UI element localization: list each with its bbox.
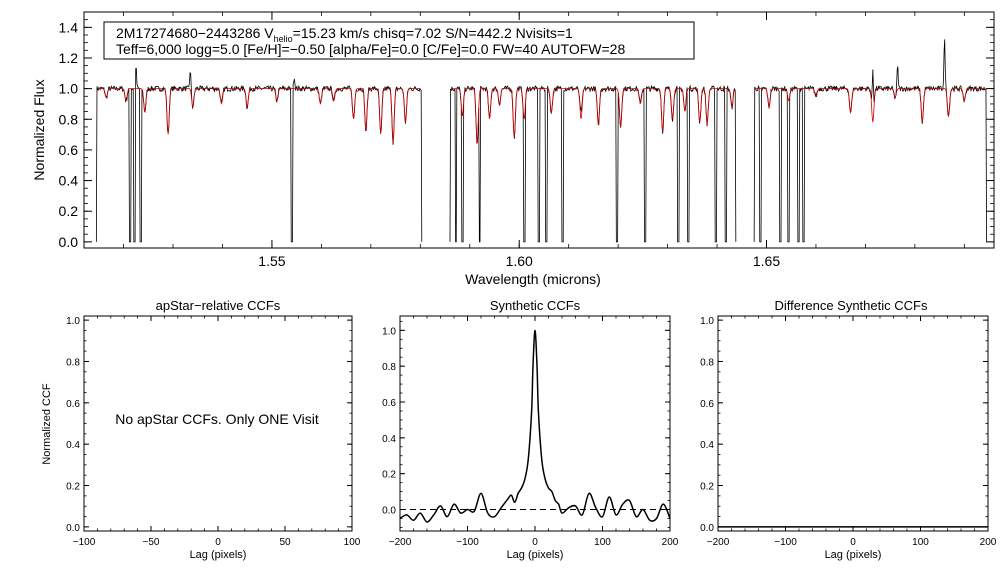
x-tick-label: 0 — [850, 537, 856, 548]
annotation-line-2: Teff=6,000 logg=5.0 [Fe/H]=−0.50 [alpha/… — [116, 41, 625, 57]
y-tick-label: 0.0 — [382, 506, 396, 517]
x-tick-label: −200 — [707, 537, 730, 548]
x-tick-label: −200 — [389, 537, 412, 548]
y-tick-label: 1.4 — [59, 19, 79, 35]
spectrum-frame — [83, 11, 995, 249]
synthetic-ccf-ticks: −200 −100 0 100 200 0.0 0.2 0.4 0.6 0.8 1.0 — [382, 316, 679, 548]
y-tick-label: 0.8 — [382, 362, 396, 373]
observed-spectrum-segment-1 — [449, 84, 737, 243]
synthetic-ccf-panel: −200 −100 0 100 200 0.0 0.2 0.4 0.6 0.8 1.0 Synthe… — [382, 298, 679, 561]
apstar-ccf-y-axis-label: Normalized CCF — [41, 383, 53, 465]
x-tick-label: 1.55 — [258, 253, 285, 269]
y-tick-label: 1.0 — [382, 326, 396, 337]
spectrum-ticks: 1.55 1.60 1.65 0.0 0.2 0.4 0.6 0.8 1.0 1.2 1.4 — [59, 11, 994, 269]
model-spectrum-segment-2 — [755, 88, 986, 123]
observed-spectrum-segment-0 — [95, 67, 423, 243]
y-tick-label: 0.2 — [66, 482, 80, 493]
y-tick-label: 0.4 — [700, 440, 714, 451]
x-tick-label: 100 — [344, 537, 361, 548]
y-tick-label: 1.0 — [66, 316, 80, 327]
x-tick-label: 0 — [215, 537, 221, 548]
y-tick-label: 0.6 — [59, 142, 79, 158]
spectrum-x-axis-label: Wavelength (microns) — [465, 271, 601, 287]
x-tick-label: −100 — [456, 537, 479, 548]
x-tick-label: −100 — [774, 537, 797, 548]
apstar-ccf-ticks: −100 −50 0 50 100 0.0 0.2 0.4 0.6 0.8 1.0 — [66, 316, 361, 548]
x-tick-label: 100 — [912, 537, 929, 548]
y-tick-label: 1.0 — [700, 316, 714, 327]
y-tick-label: 0.8 — [59, 111, 79, 127]
spectrum-y-axis-label: Normalized Flux — [31, 79, 47, 180]
y-tick-label: 0.0 — [700, 523, 714, 534]
y-tick-label: 0.2 — [700, 482, 714, 493]
difference-ccf-ticks: −200 −100 0 100 200 0.0 0.2 0.4 0.6 0.8 1.0 — [700, 316, 997, 548]
y-tick-label: 0.0 — [59, 234, 79, 250]
x-tick-label: 1.65 — [753, 253, 780, 269]
x-tick-label: 200 — [980, 537, 997, 548]
y-tick-label: 0.2 — [382, 470, 396, 481]
synthetic-ccf-title: Synthetic CCFs — [490, 298, 581, 313]
difference-ccf-panel: −200 −100 0 100 200 0.0 0.2 0.4 0.6 0.8 1.0 Differ… — [700, 298, 997, 561]
x-tick-label: 0 — [532, 537, 538, 548]
x-tick-label: 1.60 — [506, 253, 533, 269]
x-tick-label: −100 — [73, 537, 96, 548]
apstar-ccf-x-axis-label: Lag (pixels) — [190, 549, 247, 561]
synthetic-ccf-line — [399, 329, 671, 523]
apstar-ccf-panel: −100 −50 0 50 100 0.0 0.2 0.4 0.6 0.8 1.0 apStar−r… — [41, 298, 361, 561]
y-tick-label: 0.4 — [66, 440, 80, 451]
synthetic-ccf-plot-area — [399, 329, 671, 523]
model-spectrum-segment-1 — [451, 88, 735, 144]
y-tick-label: 0.4 — [59, 173, 79, 189]
difference-ccf-title: Difference Synthetic CCFs — [775, 298, 928, 313]
x-tick-label: 200 — [662, 537, 679, 548]
y-tick-label: 0.0 — [66, 523, 80, 534]
y-tick-label: 1.2 — [59, 50, 79, 66]
synthetic-ccf-x-axis-label: Lag (pixels) — [507, 549, 564, 561]
spectrum-plot-area — [95, 39, 987, 243]
synthetic-ccf-frame — [399, 315, 671, 532]
x-tick-label: 100 — [594, 537, 611, 548]
x-tick-label: 50 — [279, 537, 291, 548]
annotation-box — [103, 21, 695, 60]
y-tick-label: 0.8 — [700, 357, 714, 368]
y-tick-label: 0.2 — [59, 203, 79, 219]
annotation-line-1: 2M17274680−2443286 Vhelio=15.23 km/s chi… — [116, 25, 573, 44]
y-tick-label: 0.6 — [66, 399, 80, 410]
difference-ccf-x-axis-label: Lag (pixels) — [825, 549, 882, 561]
y-tick-label: 0.6 — [382, 398, 396, 409]
apstar-ccf-title: apStar−relative CCFs — [156, 298, 281, 313]
no-ccf-message: No apStar CCFs. Only ONE Visit — [115, 411, 319, 427]
x-tick-label: −50 — [143, 537, 160, 548]
difference-ccf-frame — [717, 315, 989, 532]
spectrum-panel: 1.55 1.60 1.65 0.0 0.2 0.4 0.6 0.8 1.0 1.2 1.4 2M1… — [31, 11, 995, 287]
observed-spectrum-segment-2 — [753, 39, 987, 243]
y-tick-label: 0.6 — [700, 399, 714, 410]
y-tick-label: 1.0 — [59, 81, 79, 97]
y-tick-label: 0.8 — [66, 357, 80, 368]
model-spectrum-segment-0 — [97, 88, 421, 143]
y-tick-label: 0.4 — [382, 434, 396, 445]
